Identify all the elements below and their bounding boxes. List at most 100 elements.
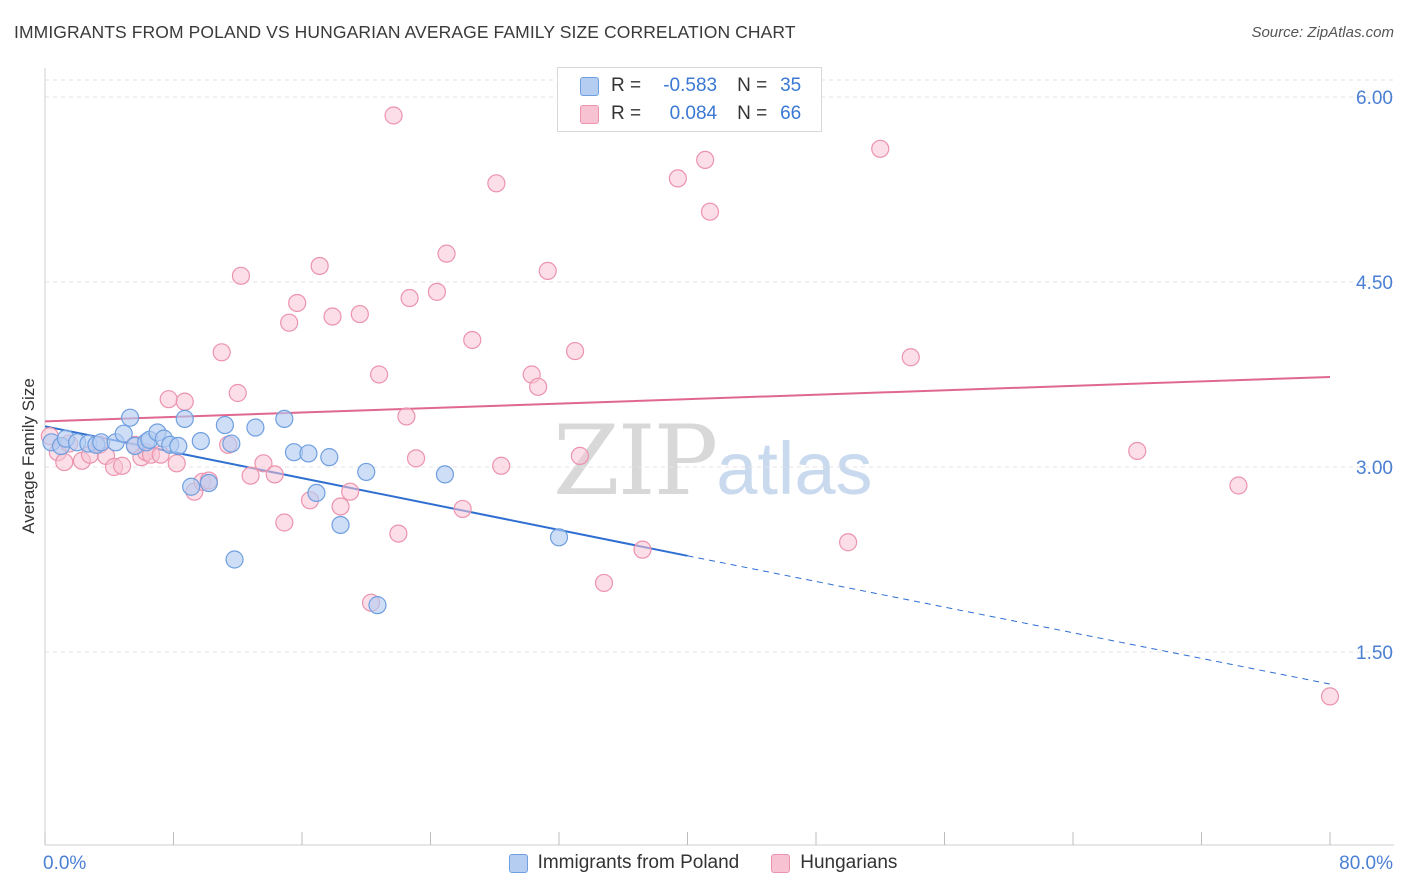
n-label: N = [737,75,768,96]
poland-point [175,409,194,428]
y-tick-label: 3.00 [1356,458,1393,479]
hungarians-point [275,513,294,532]
hungarians-point [159,390,178,409]
hungarians-point [901,348,920,367]
hungarians-point [265,465,284,484]
hungarians-point [175,392,194,411]
hungarians-point [668,169,687,188]
hungarians-point [288,293,307,313]
x-tick-label-min: 0.0% [43,853,86,874]
hungarians-point [1320,687,1340,706]
y-axis-label: Average Family Size [19,378,38,534]
legend-item-hungarians: Hungarians [771,852,897,874]
hungarians-point [331,497,350,516]
poland-point [320,448,339,467]
x-tick-label-max: 80.0% [1339,853,1393,874]
hungarians-point [400,288,419,308]
poland-point [215,415,234,435]
hungarians-swatch [580,104,599,124]
gridlines [45,79,1394,653]
hungarians-point [397,407,416,426]
axes [44,68,1394,846]
poland-point [222,434,241,453]
hungarians-point [323,307,342,326]
poland-point [114,424,133,443]
legend-label-hungarians: Hungarians [800,852,898,873]
poland-point [368,596,387,615]
hungarians-point [565,341,585,361]
correlation-legend: R = -0.583 N = 35 R = 0.084 N = 66 [557,67,822,132]
hungarians-point [570,446,589,465]
hungarians-point [633,540,652,559]
watermark-atlas: atlas [716,427,873,510]
legend-row-hungarians: R = 0.084 N = 66 [580,101,801,127]
hungarians-point [254,454,273,473]
hungarians-point [700,202,720,221]
poland-point [121,408,140,427]
poland-point [191,432,210,451]
hungarians-point [241,466,260,485]
hungarians-points [40,106,1340,706]
hungarians-point [839,533,858,552]
hungarians-point [492,456,511,475]
hungarians-point [427,282,447,301]
poland-point [435,465,455,484]
poland-point [307,483,326,502]
r-label: R = [611,75,642,96]
hungarians-point [370,365,389,384]
hungarians-point [341,482,360,501]
trend-lines [44,375,1331,685]
legend-row-poland: R = -0.583 N = 35 [580,73,801,99]
hungarians-point [696,150,715,169]
y-tick-label: 4.50 [1356,273,1393,294]
tick-labels: 1.50 3.00 4.50 6.00 0.0% 80.0% [43,88,1393,874]
legend-label-poland: Immigrants from Poland [537,852,740,873]
poland-swatch [580,76,599,96]
poland-point [199,473,218,493]
hungarians-point [437,244,456,263]
hungarians-point [487,174,506,193]
n-value-poland: 35 [780,75,802,96]
poland-point [169,436,188,456]
poland-point [299,444,318,463]
hungarians-point [384,106,403,125]
hungarians-point [389,524,408,543]
hungarians-swatch [771,853,791,873]
hungarians-point [1229,476,1248,495]
y-tick-label: 6.00 [1356,88,1393,109]
hungarians-point [529,377,548,396]
poland-point [182,477,201,496]
hungarians-point [55,452,74,472]
hungarians-point [350,304,369,324]
r-label: R = [611,103,642,124]
chart-title: IMMIGRANTS FROM POLAND VS HUNGARIAN AVER… [14,22,796,42]
poland-point [357,462,376,482]
r-value-poland: -0.583 [663,75,718,96]
poland-point [549,528,569,547]
hungarians-point [406,449,426,468]
series-legend: Immigrants from Poland Hungarians [0,852,1406,874]
poland-point [275,409,294,428]
poland-trend-extension [687,555,1331,685]
poland-point [225,550,244,569]
hungarians-point [112,456,132,475]
poland-swatch [508,853,528,873]
hungarians-point [228,383,247,403]
hungarians-point [1128,441,1147,461]
hungarians-point [538,261,557,280]
y-tick-label: 1.50 [1356,643,1393,664]
hungarians-point [310,256,329,276]
hungarians-point [453,499,472,519]
poland-points [42,408,569,615]
hungarians-point [871,139,890,158]
hungarians-point [463,330,482,350]
hungarians-point [167,454,186,473]
poland-point [246,418,265,437]
hungarians-point [280,313,299,332]
legend-item-poland: Immigrants from Poland [508,852,740,874]
hungarians-trend-line [44,375,1331,423]
hungarians-point [212,343,231,362]
poland-point [331,515,350,535]
hungarians-point [594,573,614,593]
